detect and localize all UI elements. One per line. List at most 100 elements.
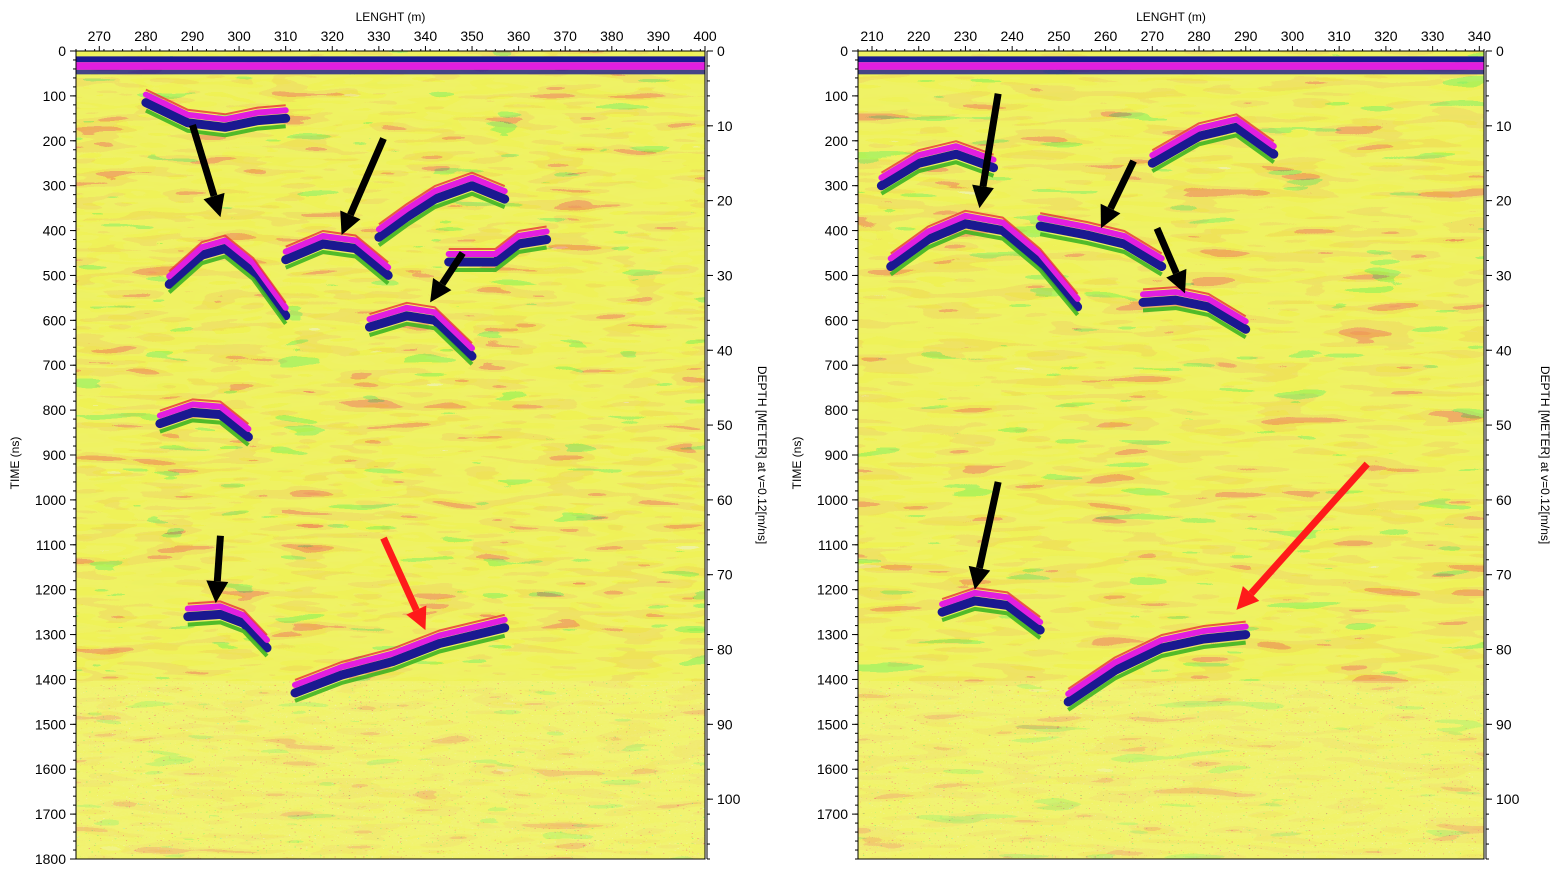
- reflector-3: [281, 230, 393, 285]
- reflector-7: [876, 140, 998, 196]
- x-tick-label: 400: [693, 28, 717, 44]
- y-tick-label: 200: [825, 133, 849, 149]
- x-tick-label: 270: [1141, 28, 1165, 44]
- y-tick-label: 700: [43, 357, 67, 373]
- reflector-band-green: [448, 245, 547, 272]
- reflector-band-green: [284, 250, 390, 285]
- depth-tick-label: 40: [717, 342, 733, 358]
- reflector-band-red: [369, 301, 473, 344]
- reflector-band-red: [448, 225, 547, 250]
- annotation-arrow-black-1: [972, 93, 1002, 209]
- reflector-band-red: [378, 171, 506, 226]
- depth-tick-label: 70: [1496, 567, 1512, 583]
- reflector-6: [1147, 113, 1279, 173]
- y-tick-label: 1300: [817, 627, 848, 643]
- y-tick-label: 900: [43, 447, 67, 463]
- depth-tick-label: 0: [1496, 43, 1504, 59]
- reflector-band-red: [159, 398, 250, 425]
- x-tick-label: 210: [860, 28, 884, 44]
- depth-axis-title: DEPTH [METER] at v=0.12[m/ns]: [1538, 366, 1552, 544]
- depth-tick-label: 30: [717, 267, 733, 283]
- y-tick-label: 900: [825, 447, 849, 463]
- x-tick-label: 380: [600, 28, 624, 44]
- reflector-band-navy: [183, 609, 272, 653]
- x-tick-label: 290: [1234, 28, 1258, 44]
- depth-tick-label: 20: [1496, 193, 1512, 209]
- y-tick-label: 100: [825, 88, 849, 104]
- y-tick-label: 600: [825, 312, 849, 328]
- x-tick-label: 370: [554, 28, 578, 44]
- surface-band-magenta: [76, 62, 705, 70]
- reflector-band-navy: [876, 149, 998, 191]
- reflector-band-navy: [365, 311, 477, 361]
- y-tick-label: 200: [43, 133, 67, 149]
- reflector-band-navy: [1063, 630, 1251, 707]
- reflector-band-green: [145, 108, 286, 138]
- y-tick-label: 0: [58, 43, 66, 59]
- reflector-band-green: [1067, 640, 1246, 712]
- reflector-band-red: [880, 140, 994, 174]
- x-tick-label: 310: [1327, 28, 1351, 44]
- depth-tick-label: 60: [1496, 492, 1512, 508]
- y-tick-label: 400: [43, 223, 67, 239]
- reflector-band-red: [1040, 212, 1163, 255]
- y-tick-label: 1000: [35, 492, 66, 508]
- reflector-band-red: [294, 613, 505, 681]
- reflector-8: [374, 171, 510, 247]
- depth-tick-label: 20: [717, 193, 733, 209]
- x-tick-label: 320: [1374, 28, 1398, 44]
- surface-band-dark: [858, 69, 1484, 75]
- depth-tick-label: 100: [1496, 791, 1520, 807]
- y-tick-label: 800: [43, 402, 67, 418]
- reflector-band-navy: [886, 219, 1083, 312]
- depth-tick-label: 0: [717, 43, 725, 59]
- arrow-shaft: [1107, 159, 1137, 211]
- x-tick-label: 340: [1468, 28, 1492, 44]
- x-tick-label: 310: [274, 28, 298, 44]
- y-tick-label: 1700: [817, 806, 848, 822]
- reflector-band-red: [145, 88, 286, 116]
- reflector-4: [937, 586, 1045, 640]
- reflector-band-navy: [290, 623, 510, 698]
- reflector-band-navy: [164, 244, 291, 321]
- reflector-9: [444, 225, 552, 272]
- depth-tick-label: 50: [1496, 417, 1512, 433]
- x-tick-label: 330: [367, 28, 391, 44]
- y-tick-label: 1800: [35, 851, 66, 867]
- annotation-arrow-black-1: [189, 124, 225, 218]
- reflector-band-navy: [1147, 122, 1279, 168]
- reflector-band-magenta: [142, 91, 289, 123]
- reflector-band-green: [1151, 133, 1275, 173]
- reflector-band-red: [187, 600, 268, 636]
- x-axis-title: LENGHT (m): [1136, 10, 1206, 24]
- reflector-band-green: [187, 620, 269, 658]
- arrow-shaft: [380, 536, 420, 612]
- x-tick-label: 240: [1000, 28, 1024, 44]
- depth-tick-label: 10: [1496, 118, 1512, 134]
- reflector-band-green: [159, 418, 250, 447]
- reflector-band-magenta: [292, 616, 508, 688]
- reflector-band-magenta: [445, 228, 550, 257]
- y-tick-label: 300: [825, 178, 849, 194]
- reflector-band-red: [1151, 113, 1275, 152]
- y-tick-label: 1700: [35, 806, 66, 822]
- x-tick-label: 290: [181, 28, 205, 44]
- depth-tick-label: 30: [1496, 267, 1512, 283]
- y-tick-label: 1500: [35, 716, 66, 732]
- arrow-head: [1100, 203, 1121, 229]
- annotation-arrow-black-2: [340, 137, 387, 236]
- x-tick-label: 320: [321, 28, 345, 44]
- reflector-1: [886, 209, 1083, 317]
- reflector-7: [290, 613, 510, 703]
- depth-tick-label: 90: [1496, 716, 1512, 732]
- arrow-shaft: [439, 251, 466, 286]
- arrow-head: [968, 565, 991, 590]
- y-tick-label: 600: [43, 312, 67, 328]
- x-tick-label: 300: [1281, 28, 1305, 44]
- reflector-band-navy: [155, 407, 253, 442]
- reflector-5: [1063, 620, 1251, 712]
- y-tick-label: 1600: [35, 761, 66, 777]
- reflector-band-magenta: [366, 304, 475, 352]
- y-axis-title: TIME (ns): [790, 437, 804, 490]
- x-tick-label: 360: [507, 28, 531, 44]
